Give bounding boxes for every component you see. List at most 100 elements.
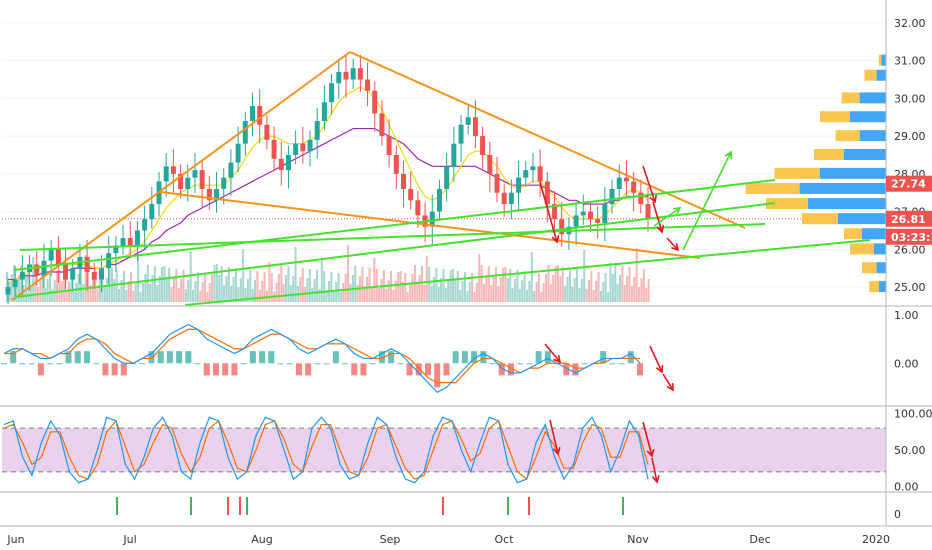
volume-bar (499, 277, 502, 302)
volume-bar (172, 278, 175, 302)
macd-histogram-bar (489, 363, 496, 365)
macd-histogram-bar (323, 363, 330, 365)
volume-bar (144, 274, 147, 302)
macd-histogram-bar (388, 351, 395, 364)
trend-drawings[interactable] (11, 51, 871, 306)
candle-body (48, 249, 54, 261)
volume-profile (745, 54, 886, 293)
date-tick-label: Jun (6, 533, 24, 546)
volume-profile-up-bar (850, 111, 886, 123)
volume-bar (213, 265, 216, 302)
volume-profile-up-bar (859, 130, 886, 142)
volume-bar (87, 266, 90, 302)
volume-bar (232, 277, 235, 302)
red-arrow (651, 457, 658, 483)
volume-bar (261, 281, 264, 302)
candle-body (257, 105, 263, 125)
event-tick (442, 497, 444, 515)
volume-bar (542, 283, 545, 302)
macd-histogram-bar (332, 351, 339, 364)
volume-bar (161, 267, 164, 302)
countdown-badge-bg (886, 228, 932, 245)
volume-bar (258, 290, 261, 302)
volume-bar (275, 283, 278, 302)
event-tick (507, 497, 509, 515)
volume-bar (58, 270, 61, 302)
macd-histogram-bar (498, 363, 505, 376)
candle-body (372, 90, 378, 114)
volume-bar (449, 270, 452, 302)
price-tick-label: 31.00 (894, 55, 926, 68)
stochastic-tick-label: 100.00 (894, 408, 932, 421)
volume-bar (63, 272, 66, 302)
macd-histogram-bar (535, 351, 542, 364)
volume-bar (611, 274, 614, 302)
price-tick-label: 30.00 (894, 92, 926, 105)
volume-bar (537, 273, 540, 302)
volume-bar (82, 284, 85, 302)
candle-body (321, 102, 327, 122)
volume-bar (203, 273, 206, 302)
macd-histogram-bar (507, 363, 514, 376)
volume-bar (51, 289, 54, 302)
volume-bar (494, 267, 497, 302)
macd-histogram-bar (609, 363, 616, 365)
volume-bar (163, 266, 166, 302)
macd-histogram-bar (148, 351, 155, 364)
volume-bar (91, 276, 94, 302)
macd-histogram-bar (277, 363, 284, 365)
event-tick (528, 497, 530, 515)
volume-profile-up-bar (878, 281, 886, 293)
volume-profile-down-bar (835, 130, 860, 142)
volume-bar (528, 281, 531, 302)
volume-bar (20, 266, 23, 302)
candle-body (70, 268, 76, 280)
volume-bar (363, 286, 366, 302)
volume-bar (409, 283, 412, 302)
volume-bar (227, 267, 230, 302)
candle-body (429, 211, 435, 227)
candle-body (249, 105, 255, 122)
volume-bar (187, 280, 190, 302)
volume-bar (192, 290, 195, 302)
volume-bar (547, 265, 550, 302)
moving-averages (7, 86, 649, 284)
candle-body (120, 238, 126, 246)
volume-bar (270, 273, 273, 302)
volume-profile-up-bar (808, 198, 886, 210)
candle-body (587, 211, 593, 220)
volume-bar (101, 268, 104, 302)
candle-body (98, 268, 104, 280)
date-tick-label: Dec (749, 533, 770, 546)
volume-profile-down-bar (878, 54, 882, 66)
candle-body (523, 170, 529, 178)
macd-histogram-bar (351, 363, 358, 376)
volume-bar (120, 280, 123, 302)
candle-body (5, 287, 11, 295)
stochastic-tick-label: 50.00 (894, 444, 926, 457)
channel-line-green (184, 239, 871, 306)
volume-bar (607, 292, 610, 302)
volume-bar (132, 291, 135, 302)
macd-histogram-bar (47, 363, 54, 365)
volume-bar (444, 288, 447, 302)
macd-histogram-bar (10, 351, 17, 364)
volume-bar (597, 272, 600, 302)
candle-body (329, 83, 335, 103)
candle-body (178, 173, 184, 189)
candle-body (451, 143, 457, 167)
volume-profile-up-bar (876, 69, 886, 81)
red-arrow (662, 373, 674, 391)
volume-bar (421, 266, 424, 302)
red-arrow (666, 382, 674, 392)
volume-profile-down-bar (844, 228, 862, 240)
candle-body (206, 188, 212, 201)
macd-histogram-bar (120, 363, 127, 376)
volume-bar (437, 287, 440, 302)
volume-profile-down-bar (820, 111, 850, 123)
volume-bar (354, 266, 357, 302)
volume-bar (289, 285, 292, 302)
candle-body (134, 230, 140, 246)
